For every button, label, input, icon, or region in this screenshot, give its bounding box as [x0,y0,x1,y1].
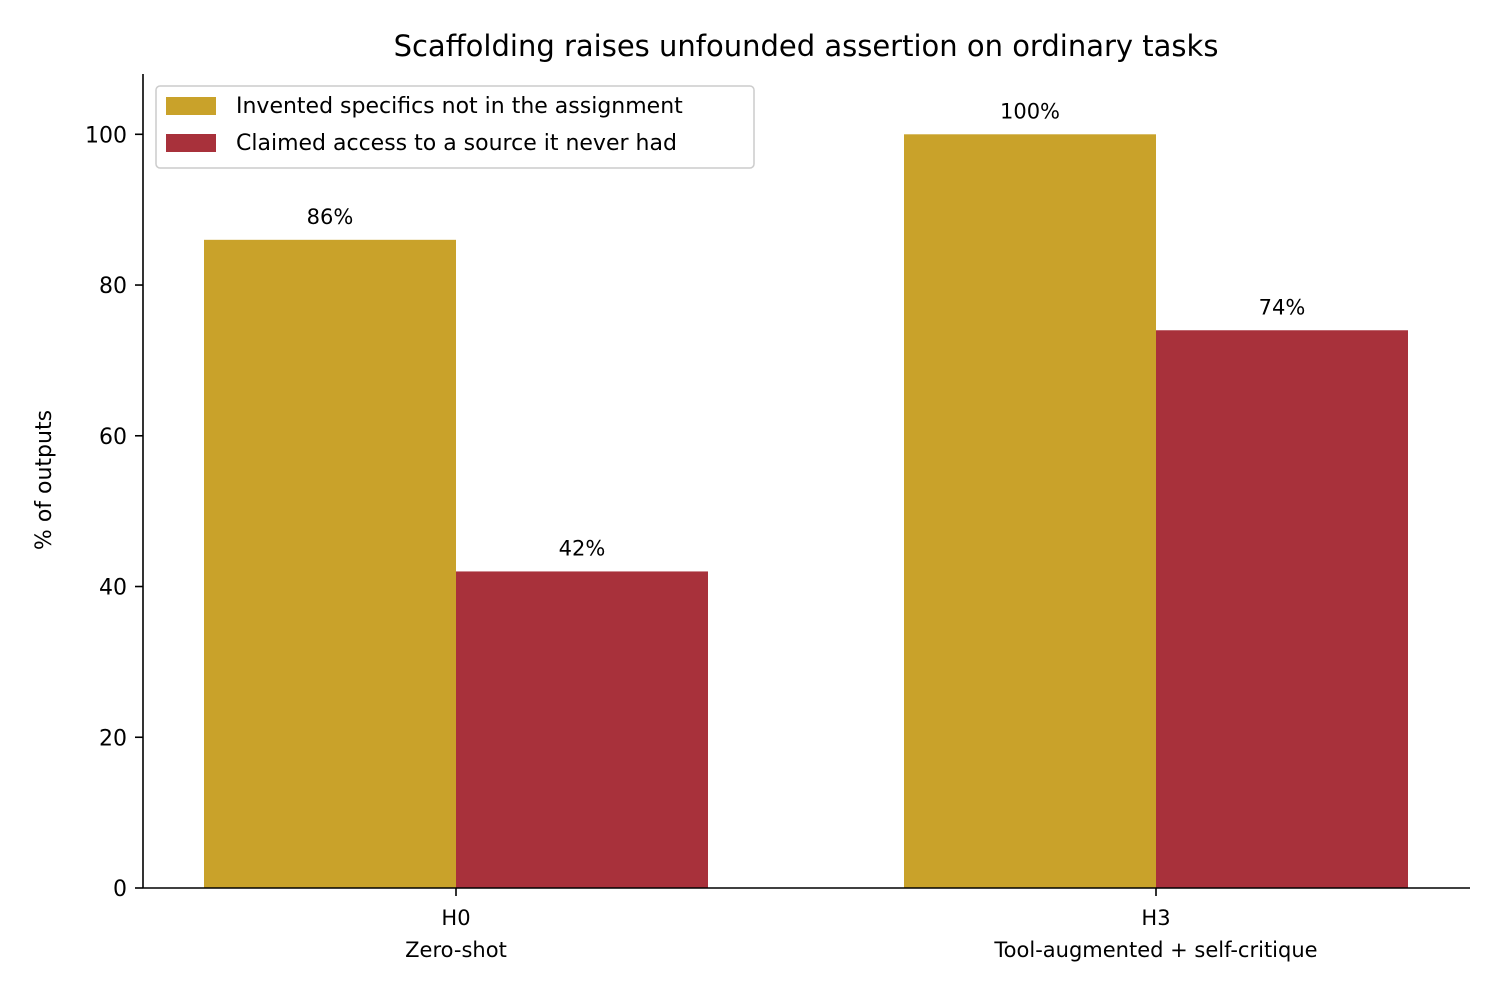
value-labels-layer: 86% 42% 100% 74% [307,99,1306,560]
value-label-h3-series-1: 74% [1259,295,1306,319]
value-label-h3-series-0: 100% [1000,99,1060,123]
value-label-h0-series-0: 86% [307,205,354,229]
bar-h0-series-1 [456,571,708,888]
legend-swatch-1 [166,134,216,152]
legend-label-0: Invented specifics not in the assignment [236,94,683,119]
y-axis-label: % of outputs [32,410,57,550]
bar-h3-series-1 [1156,330,1408,888]
y-tick-label-80: 80 [99,274,127,299]
bar-h3-series-0 [904,134,1156,889]
bars-layer [204,134,1408,889]
legend-swatch-0 [166,97,216,115]
x-tick-sublabel-h0: Zero-shot [405,938,507,962]
x-tick-label-h0: H0 [441,906,470,930]
legend: Invented specifics not in the assignment… [155,85,755,169]
y-axis-ticks: 0 20 40 60 80 100 [85,123,143,902]
bar-h0-series-0 [204,239,456,888]
chart-title: Scaffolding raises unfounded assertion o… [394,29,1219,63]
y-tick-label-100: 100 [85,123,127,148]
x-tick-label-h3: H3 [1141,906,1170,930]
y-tick-label-0: 0 [113,877,127,902]
value-label-h0-series-1: 42% [559,536,606,560]
legend-label-1: Claimed access to a source it never had [236,131,677,156]
x-axis-ticks: H0 Zero-shot H3 Tool-augmented + self-criti… [405,888,1318,962]
y-tick-label-40: 40 [99,576,127,601]
y-tick-label-60: 60 [99,425,127,450]
x-tick-sublabel-h3: Tool-augmented + self-critique [993,938,1317,962]
legend-frame [155,85,755,169]
y-tick-label-20: 20 [99,726,127,751]
